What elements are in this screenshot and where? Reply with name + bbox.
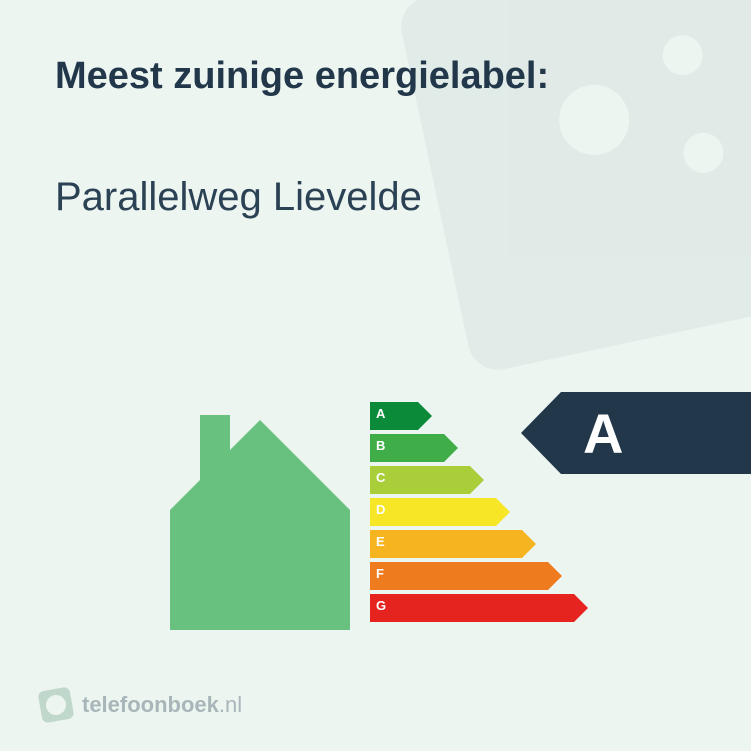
bar-label: B xyxy=(376,438,385,453)
bar-shape xyxy=(370,530,536,558)
house-icon xyxy=(170,390,350,630)
bar-label: F xyxy=(376,566,384,581)
bar-shape xyxy=(370,466,484,494)
bar-label: C xyxy=(376,470,385,485)
result-badge: A xyxy=(521,392,751,474)
brand-icon xyxy=(37,686,74,723)
brand-tld: .nl xyxy=(219,692,242,717)
bar-shape xyxy=(370,562,562,590)
brand-name: telefoonboek xyxy=(82,692,219,717)
bar-shape xyxy=(370,594,588,622)
page-title: Meest zuinige energielabel: xyxy=(55,55,549,98)
result-letter: A xyxy=(583,401,623,466)
bar-label: A xyxy=(376,406,385,421)
bar-label: D xyxy=(376,502,385,517)
location-name: Parallelweg Lievelde xyxy=(55,175,422,220)
footer-branding: telefoonboek.nl xyxy=(40,689,242,721)
badge-body: A xyxy=(561,392,751,474)
bar-shape xyxy=(370,498,510,526)
bar-label: G xyxy=(376,598,386,613)
badge-arrow xyxy=(521,392,561,474)
brand-text: telefoonboek.nl xyxy=(82,692,242,718)
bar-label: E xyxy=(376,534,385,549)
